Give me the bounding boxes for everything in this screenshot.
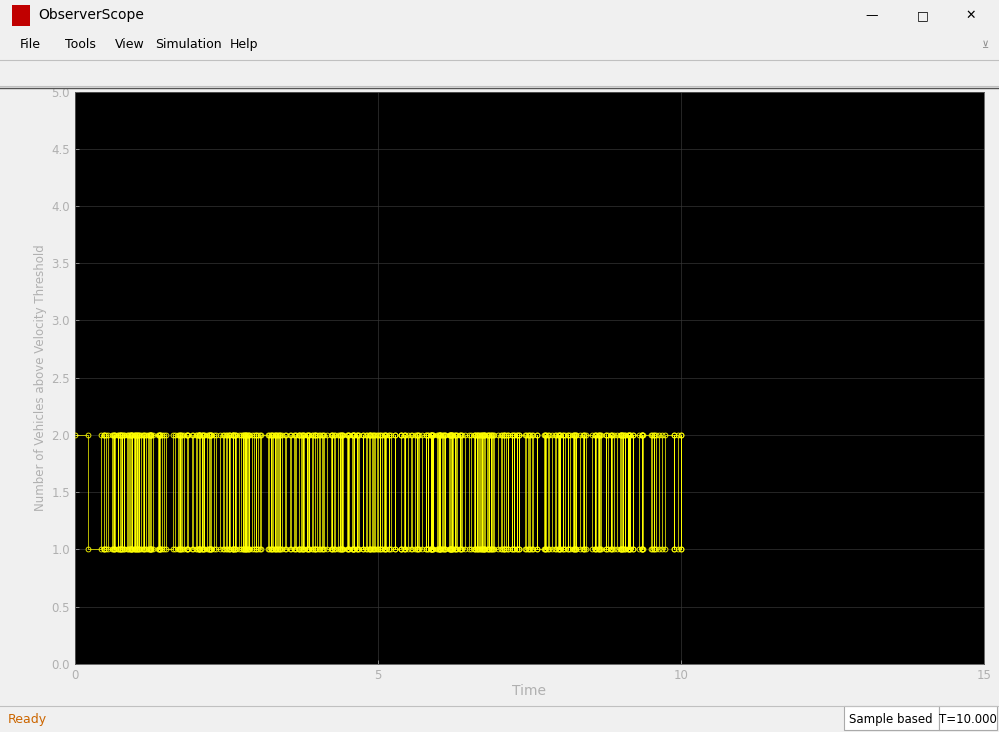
Text: —: — bbox=[866, 9, 878, 22]
Text: Simulation: Simulation bbox=[155, 38, 222, 51]
Text: Help: Help bbox=[230, 38, 259, 51]
Text: Sample based: Sample based bbox=[849, 713, 933, 726]
Bar bbox=[844, 706, 939, 730]
Text: ⊻: ⊻ bbox=[982, 40, 989, 50]
Text: ✕: ✕ bbox=[966, 9, 976, 22]
Bar bbox=[12, 4, 30, 26]
Text: □: □ bbox=[917, 9, 929, 22]
Text: Ready: Ready bbox=[8, 713, 47, 726]
Text: ObserverScope: ObserverScope bbox=[38, 8, 144, 23]
Y-axis label: Number of Vehicles above Velocity Threshold: Number of Vehicles above Velocity Thresh… bbox=[34, 244, 47, 511]
Text: View: View bbox=[115, 38, 145, 51]
Text: Tools: Tools bbox=[65, 38, 96, 51]
Text: Time: Time bbox=[512, 684, 546, 698]
Text: File: File bbox=[20, 38, 41, 51]
Bar bbox=[939, 706, 997, 730]
Text: T=10.000: T=10.000 bbox=[939, 713, 997, 726]
